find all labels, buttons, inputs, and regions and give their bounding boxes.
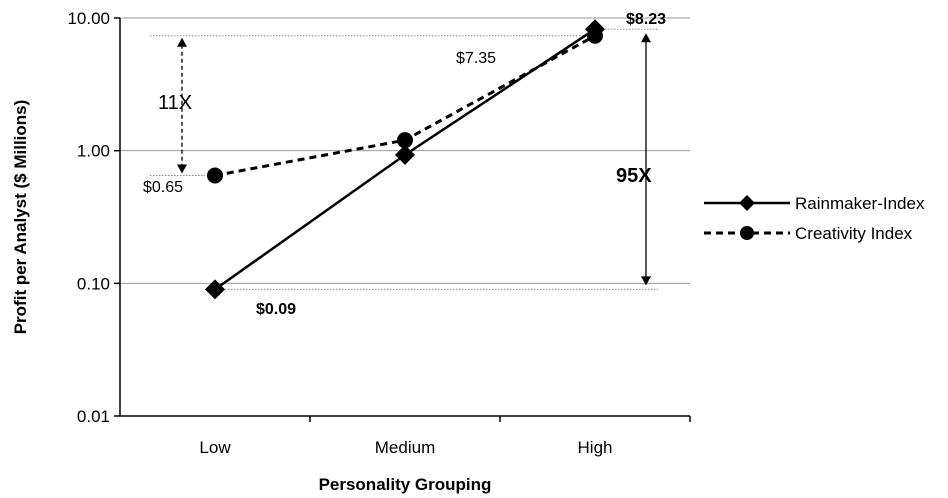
point-creativity xyxy=(587,27,603,44)
arrow-ratio-creativity-head-down xyxy=(177,164,187,174)
legend-label-creativity: Creativity Index xyxy=(795,224,913,243)
point-creativity xyxy=(207,167,223,184)
x-tick-label: High xyxy=(578,438,613,457)
x-tick-label: Low xyxy=(199,438,231,457)
annotation-guides xyxy=(150,28,658,290)
arrow-ratio-creativity-head-up xyxy=(177,37,187,47)
label-high-rainmaker: $8.23 xyxy=(626,11,666,28)
arrow-ratio-rainmaker-head-down xyxy=(641,276,651,286)
y-tick-label: 0.10 xyxy=(77,274,110,293)
series-group xyxy=(205,19,605,300)
y-tick-label: 10.00 xyxy=(67,9,110,28)
arrow-ratio-rainmaker-head-up xyxy=(641,33,651,43)
legend-label-rainmaker: Rainmaker-Index xyxy=(795,194,925,213)
label-ratio-rainmaker: 95X xyxy=(616,165,652,187)
label-ratio-creativity: 11X xyxy=(158,92,192,114)
point-creativity xyxy=(397,132,413,149)
y-axis-title: Profit per Analyst ($ Millions) xyxy=(11,100,30,335)
x-axis-title: Personality Grouping xyxy=(319,475,492,494)
legend-marker-rainmaker xyxy=(739,195,755,211)
y-tick-label: 0.01 xyxy=(77,407,110,426)
y-tick-group: 0.01 0.10 1.00 10.00 xyxy=(67,9,120,426)
legend: Rainmaker-Index Creativity Index xyxy=(704,194,925,243)
legend-marker-creativity xyxy=(740,226,754,240)
y-tick-label: 1.00 xyxy=(77,142,110,161)
label-high-creativity: $7.35 xyxy=(456,50,496,67)
point-rainmaker xyxy=(205,279,225,300)
x-tick-label: Medium xyxy=(375,438,435,457)
point-rainmaker xyxy=(395,144,415,165)
label-low-rainmaker: $0.09 xyxy=(256,301,296,318)
label-low-creativity: $0.65 xyxy=(143,179,183,196)
x-tick-group: Low Medium High xyxy=(199,416,691,457)
